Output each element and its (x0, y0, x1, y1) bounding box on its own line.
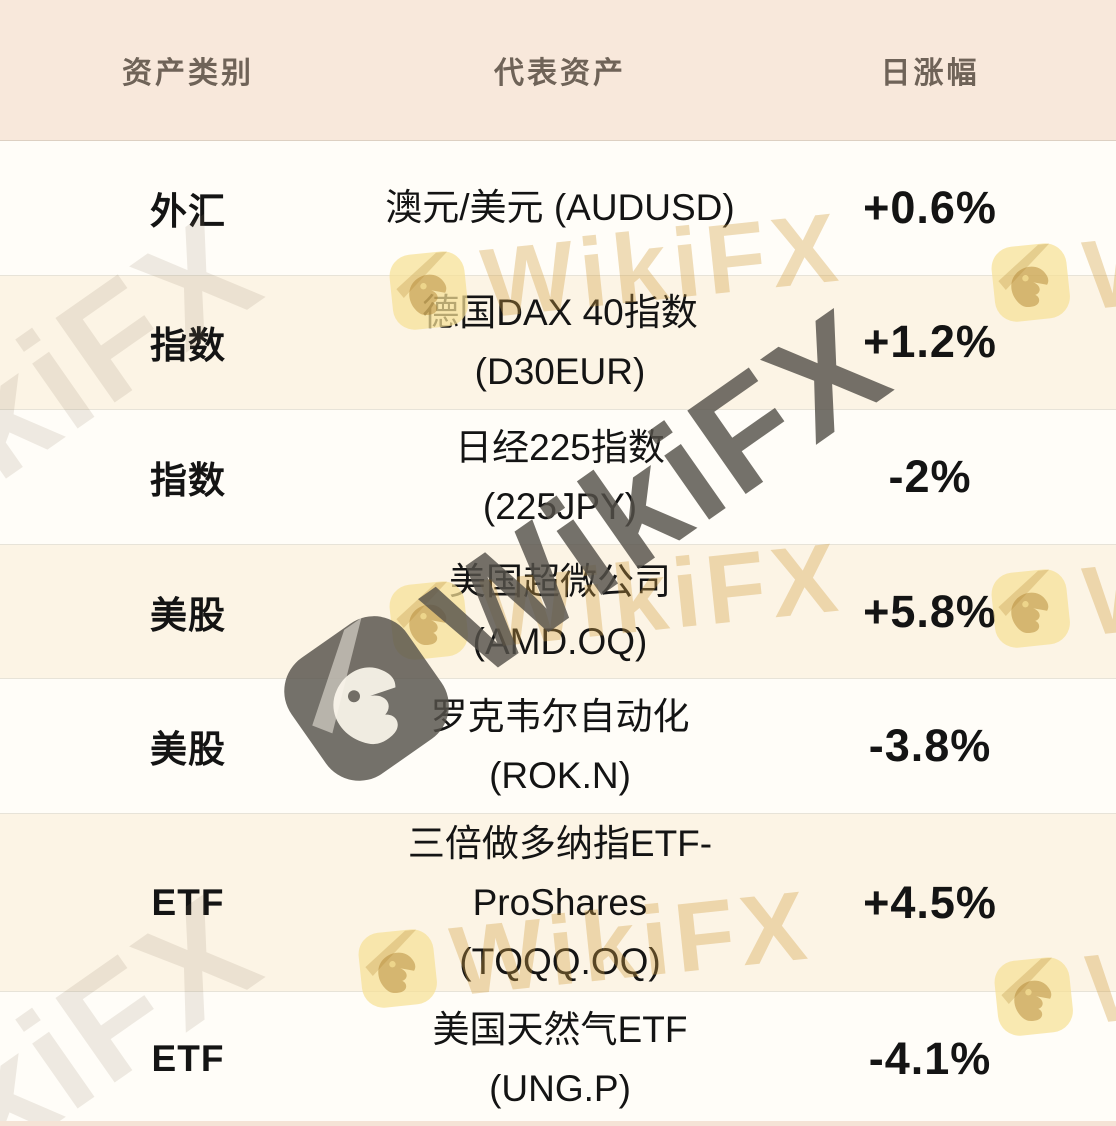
daily-change: -4.1% (868, 1033, 992, 1085)
asset-category: ETF (151, 881, 225, 923)
asset-category: ETF (151, 1038, 225, 1080)
header-representative-asset: 代表资产 (494, 57, 626, 90)
asset-category: 外汇 (150, 190, 226, 232)
daily-change: -3.8% (868, 720, 992, 772)
asset-name: 美国超微公司 (AMD.OQ) (449, 561, 671, 662)
daily-change: +5.8% (863, 585, 997, 637)
asset-category: 美股 (150, 729, 226, 771)
table-body: 外汇 澳元/美元 (AUDUSD) +0.6% 指数 德国DAX 40指数 (D3… (0, 141, 1116, 1126)
asset-category: 指数 (150, 459, 226, 501)
asset-name: 美国天然气ETF (UNG.P) (432, 1009, 688, 1110)
asset-name: 日经225指数 (225JPY) (455, 426, 665, 527)
asset-name: 罗克韦尔自动化 (ROK.N) (430, 695, 690, 797)
table-row: 指数 德国DAX 40指数 (D30EUR) +1.2% (0, 274, 1116, 410)
header-asset-category: 资产类别 (122, 57, 254, 90)
asset-name: 德国DAX 40指数 (D30EUR) (422, 292, 698, 393)
header-daily-change: 日涨幅 (880, 57, 980, 90)
table-row: ETF 美国天然气ETF (UNG.P) -4.1% (0, 991, 1116, 1126)
next-section-edge (0, 1121, 1116, 1126)
table-row: ETF 三倍做多纳指ETF- ProShares (TQQQ.OQ) +4.5% (0, 812, 1116, 992)
asset-category: 美股 (150, 594, 226, 636)
daily-change: +1.2% (863, 316, 997, 368)
table-row: 美股 美国超微公司 (AMD.OQ) +5.8% (0, 543, 1116, 679)
daily-change: -2% (888, 450, 972, 502)
table-row: 美股 罗克韦尔自动化 (ROK.N) -3.8% (0, 678, 1116, 813)
asset-name: 澳元/美元 (AUDUSD) (385, 187, 735, 229)
table-row: 指数 日经225指数 (225JPY) -2% (0, 409, 1116, 544)
table-header-row: 资产类别 代表资产 日涨幅 (0, 0, 1116, 141)
daily-change: +0.6% (863, 181, 997, 233)
asset-category: 指数 (150, 325, 226, 367)
daily-change: +4.5% (863, 876, 997, 928)
asset-name: 三倍做多纳指ETF- ProShares (TQQQ.OQ) (407, 822, 713, 983)
table-row: 外汇 澳元/美元 (AUDUSD) +0.6% (0, 141, 1116, 275)
